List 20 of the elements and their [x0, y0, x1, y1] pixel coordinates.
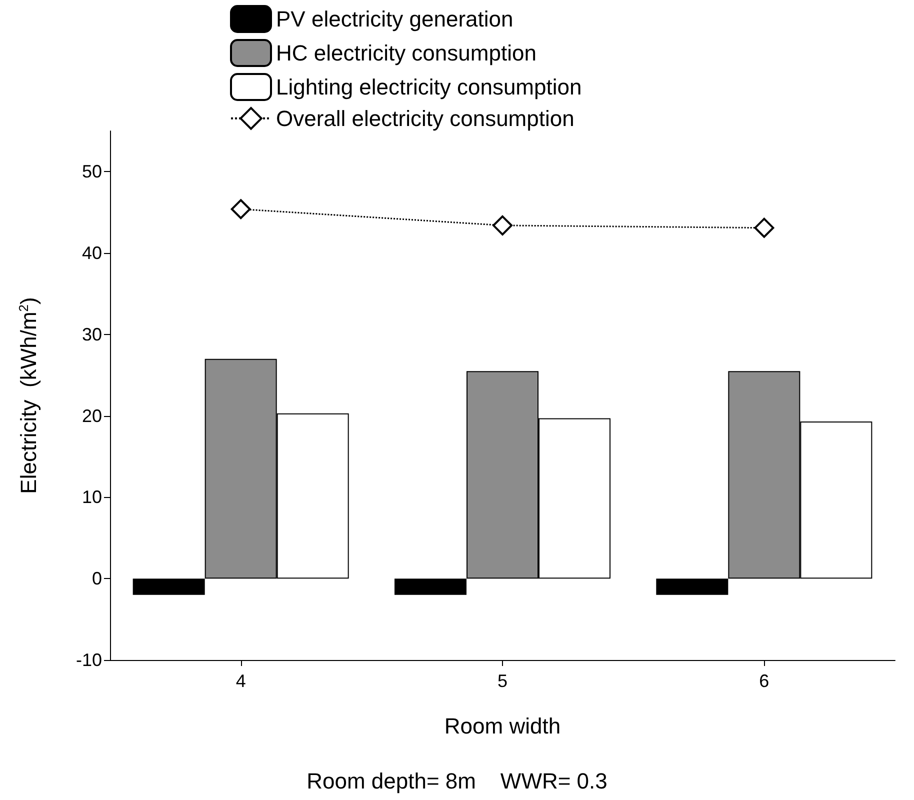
- y-axis-title: Electricity (kWh/m2): [16, 297, 41, 494]
- bar: [394, 578, 466, 595]
- legend-label: Overall electricity consumption: [276, 106, 574, 131]
- y-tick-label: 30: [82, 324, 102, 344]
- y-tick-label: 0: [92, 568, 102, 589]
- bar: [656, 578, 728, 595]
- y-tick-label: -10: [76, 650, 102, 670]
- y-tick-label: 50: [82, 162, 102, 182]
- x-axis-title: Room width: [444, 714, 561, 738]
- x-tick-label: 4: [236, 671, 246, 691]
- x-tick-label: 5: [497, 671, 508, 691]
- legend-label: HC electricity consumption: [276, 40, 536, 66]
- y-tick-label: 10: [82, 487, 102, 508]
- text: Room depth= 8m WWR= 0.3: [306, 768, 608, 794]
- x-tick-label: 6: [759, 671, 770, 691]
- y-tick-label: 20: [82, 406, 102, 426]
- bar: [132, 578, 205, 595]
- legend-label: Lighting electricity consumption: [276, 74, 582, 100]
- legend-label: PV electricity generation: [276, 6, 514, 32]
- y-tick-label: 40: [82, 243, 102, 264]
